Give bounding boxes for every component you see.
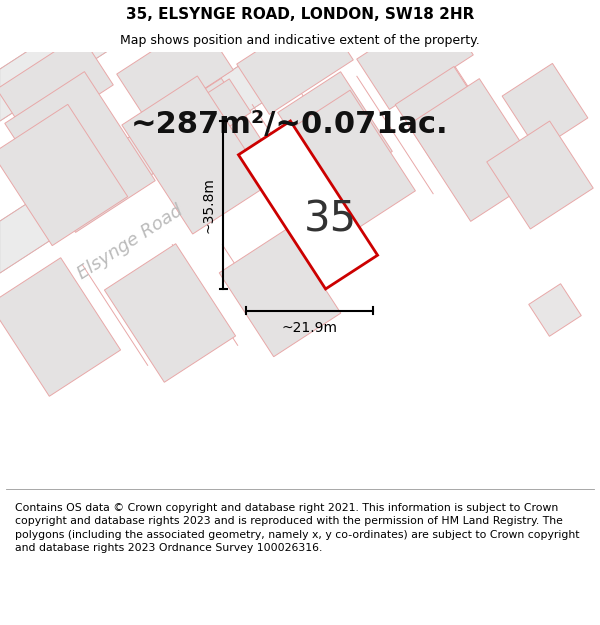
Polygon shape — [395, 66, 495, 168]
Text: 35, ELSYNGE ROAD, LONDON, SW18 2HR: 35, ELSYNGE ROAD, LONDON, SW18 2HR — [126, 7, 474, 22]
Polygon shape — [5, 72, 155, 232]
Text: ~35.8m: ~35.8m — [202, 177, 215, 233]
Polygon shape — [502, 63, 588, 151]
Polygon shape — [487, 121, 593, 229]
Text: Contains OS data © Crown copyright and database right 2021. This information is : Contains OS data © Crown copyright and d… — [15, 503, 580, 552]
Polygon shape — [0, 34, 113, 139]
Text: 35: 35 — [304, 199, 356, 241]
Polygon shape — [117, 19, 233, 124]
Polygon shape — [219, 229, 341, 357]
Text: Map shows position and indicative extent of the property.: Map shows position and indicative extent… — [120, 34, 480, 47]
Polygon shape — [179, 79, 251, 145]
Polygon shape — [529, 284, 581, 336]
Polygon shape — [154, 78, 276, 206]
Polygon shape — [357, 4, 473, 109]
Polygon shape — [0, 258, 121, 396]
Polygon shape — [0, 0, 600, 273]
Text: ~21.9m: ~21.9m — [281, 321, 337, 335]
Text: Elsynge Road: Elsynge Road — [74, 201, 186, 282]
Polygon shape — [0, 0, 600, 121]
Polygon shape — [104, 244, 236, 382]
Polygon shape — [278, 72, 392, 192]
Polygon shape — [237, 9, 353, 114]
Text: ~287m²/~0.071ac.: ~287m²/~0.071ac. — [131, 111, 449, 139]
Polygon shape — [275, 90, 415, 240]
Polygon shape — [238, 121, 377, 289]
Polygon shape — [122, 76, 268, 234]
Polygon shape — [0, 104, 128, 246]
Polygon shape — [408, 79, 542, 221]
